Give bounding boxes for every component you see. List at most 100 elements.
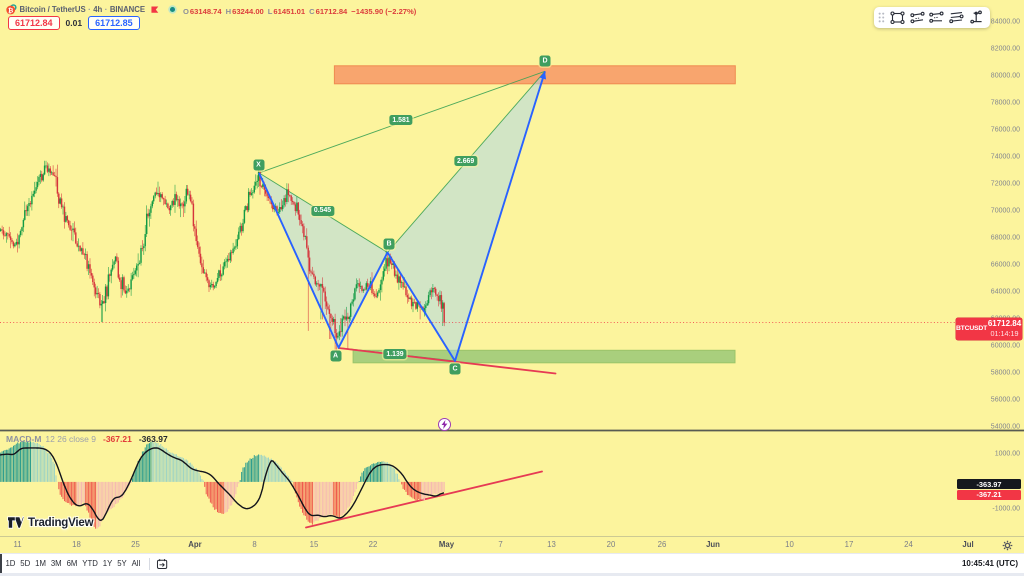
pattern-zigzag[interactable] <box>258 71 546 362</box>
bid-ask-row: 61712.84 0.01 61712.85 <box>8 16 140 30</box>
pattern-point-label-C[interactable]: C <box>449 363 461 375</box>
regression-trend-tool-icon[interactable] <box>947 8 967 27</box>
time-axis-label-17: 17 <box>844 539 854 549</box>
time-axis-label-7: 7 <box>498 539 503 549</box>
price-axis-label-82000: 82000.00 <box>990 45 1020 53</box>
interval[interactable]: 4h <box>93 5 103 14</box>
market-status-icon[interactable] <box>168 5 177 14</box>
price-axis-label-80000: 80000.00 <box>990 72 1020 80</box>
change-value: −1435.90 (−2.27%) <box>351 6 417 16</box>
buy-button[interactable]: 61712.85 <box>88 16 140 30</box>
pattern-ratio-label-0.545: 0.545 <box>310 205 335 216</box>
time-axis-label-Apr: Apr <box>188 539 202 549</box>
close-value: 61712.84 <box>315 6 348 16</box>
exchange-name: BINANCE <box>109 5 145 14</box>
price-axis-label-68000: 68000.00 <box>990 234 1020 242</box>
open-value: 63148.74 <box>189 6 222 16</box>
last-price-axis-label: BTCUSDT 61712.84 01:14:19 <box>955 317 1022 340</box>
pattern-arrowhead <box>539 71 547 80</box>
gear-icon <box>1002 540 1012 550</box>
time-axis-label-22: 22 <box>368 539 378 549</box>
lightning-icon <box>441 420 448 429</box>
time-axis-label-24: 24 <box>904 539 913 549</box>
tradingview-brand-text: TradingView <box>28 516 94 529</box>
macd-line-axis-label: -363.97 <box>957 479 1021 489</box>
zone-demand[interactable] <box>352 349 736 364</box>
parallel-channel-tool-icon[interactable] <box>908 8 928 27</box>
tradingview-attribution[interactable]: TradingView <box>7 516 94 529</box>
time-axis-label-Jul: Jul <box>962 539 974 549</box>
range-button-All[interactable]: All <box>131 559 141 568</box>
spread-value: 0.01 <box>65 18 83 28</box>
macd-hist-axis-label: -367.21 <box>957 489 1021 500</box>
last-price-value: 61712.84 <box>987 319 1022 328</box>
drag-handle-icon[interactable] <box>878 12 885 23</box>
clock-utc[interactable]: 10:45:41 (UTC) <box>961 559 1018 568</box>
low-value: 61451.01 <box>273 6 306 16</box>
sell-button[interactable]: 61712.84 <box>8 16 60 30</box>
price-axis-label-64000: 64000.00 <box>990 288 1020 296</box>
pattern-fill-bcd <box>387 71 545 361</box>
range-button-6M[interactable]: 6M <box>66 559 78 568</box>
range-button-1M[interactable]: 1M <box>35 559 46 568</box>
range-button-1D[interactable]: 1D <box>5 559 16 568</box>
candles <box>0 160 445 351</box>
time-axis-label-20: 20 <box>606 539 616 549</box>
time-axis-label-15: 15 <box>309 539 319 549</box>
pattern-point-label-A[interactable]: A <box>330 350 341 361</box>
price-axis-label-78000: 78000.00 <box>990 99 1020 107</box>
price-axis-label-58000: 58000.00 <box>990 369 1020 377</box>
price-axis-label-54000: 54000.00 <box>990 423 1020 431</box>
range-button-1Y[interactable]: 1Y <box>102 559 113 568</box>
bar-countdown: 01:14:19 <box>990 329 1019 338</box>
macd-title[interactable]: MACD-M <box>6 433 42 444</box>
tradingview-logo-icon <box>7 516 24 529</box>
svg-text:₿: ₿ <box>8 6 13 14</box>
axis-settings-gear[interactable] <box>1000 538 1014 552</box>
rectangle-tool-icon[interactable] <box>888 8 908 27</box>
pattern-point-label-B[interactable]: B <box>383 238 395 250</box>
pattern-ratio-label-1.581: 1.581 <box>389 115 413 125</box>
bitcoin-pair-icon: ₿ <box>6 4 17 14</box>
price-axis-label-72000: 72000.00 <box>990 180 1020 188</box>
range-button-5D[interactable]: 5D <box>20 559 31 568</box>
macd-line <box>0 447 445 521</box>
range-button-YTD[interactable]: YTD <box>82 559 98 568</box>
drawing-toolbar[interactable] <box>874 7 990 28</box>
macd-line-value: -363.97 <box>138 433 168 444</box>
price-axis-label-56000: 56000.00 <box>990 396 1020 404</box>
range-button-5Y[interactable]: 5Y <box>117 559 127 568</box>
symbol-name[interactable]: Bitcoin / TetherUS <box>19 5 86 14</box>
pattern-fill-xab <box>259 172 388 348</box>
trend-based-fib-tool-icon[interactable] <box>966 8 986 27</box>
range-button-3M[interactable]: 3M <box>50 559 62 568</box>
time-axis-label-10: 10 <box>785 539 794 549</box>
trendline-price[interactable] <box>337 347 557 375</box>
price-axis-label-70000: 70000.00 <box>990 207 1020 215</box>
macd-axis-label-1000: 1000.00 <box>994 450 1020 458</box>
time-axis-label-25: 25 <box>131 539 140 549</box>
macd-hist-value: -367.21 <box>103 433 132 444</box>
ohlc-values: O 63148.74 H 63244.00 L 61451.01 C 61712.84 … <box>183 6 417 16</box>
last-price-symbol: BTCUSDT <box>955 325 988 332</box>
price-axis-label-76000: 76000.00 <box>990 126 1020 134</box>
pattern-ratio-label-1.139: 1.139 <box>383 349 407 360</box>
pattern-ratio-label-2.669: 2.669 <box>453 156 478 166</box>
pattern-point-label-D[interactable]: D <box>539 55 551 66</box>
symbol-legend: ₿ Bitcoin / TetherUS · 4h · BINANCE O 631… <box>6 2 416 17</box>
window-bottom-strip <box>0 573 1024 576</box>
go-to-date-icon[interactable] <box>156 558 168 570</box>
lightning-badge[interactable] <box>438 418 451 431</box>
time-axis-label-May: May <box>438 539 455 549</box>
flag-icon[interactable] <box>151 5 159 14</box>
time-axis-label-Jun: Jun <box>706 539 720 549</box>
pattern-point-label-X[interactable]: X <box>253 159 264 171</box>
price-axis-label-60000: 60000.00 <box>990 342 1020 350</box>
time-axis-label-18: 18 <box>72 539 81 549</box>
macd-axis-label--1000: -1000.00 <box>992 505 1020 513</box>
flat-top-bottom-tool-icon[interactable] <box>927 8 947 27</box>
range-buttons: 1D 5D 1M 3M 6M YTD 1Y 5Y All <box>0 559 143 568</box>
time-axis-label-8: 8 <box>252 539 257 549</box>
